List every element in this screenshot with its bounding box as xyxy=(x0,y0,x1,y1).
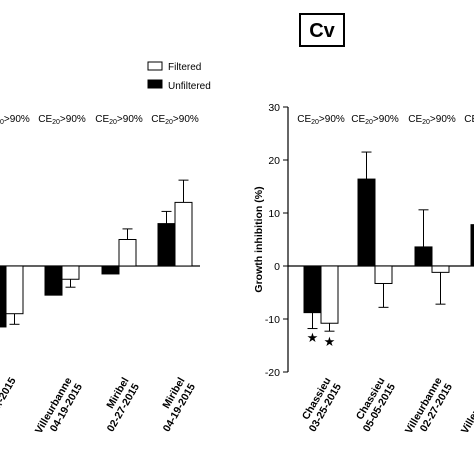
right-y-tick-label-3: 10 xyxy=(268,208,280,220)
right-annotation-0: CE20>90% xyxy=(297,114,345,126)
left-bar-filtered-1 xyxy=(61,265,80,280)
right-bar-unfiltered-0 xyxy=(303,265,322,314)
right-y-tick-label-4: 20 xyxy=(268,155,280,167)
left-bar-unfiltered-2 xyxy=(101,265,120,275)
left-bar-filtered-0 xyxy=(5,265,24,315)
left-annotation-0: CE20>90% xyxy=(0,114,30,126)
right-annotation-1: CE20>90% xyxy=(351,114,399,126)
panel-title-box: Cv xyxy=(299,13,345,47)
right-bar-filtered-1 xyxy=(374,265,393,284)
panel-title: Cv xyxy=(309,20,335,42)
right-panel-plot: -20 -10 0 10 20 30 Growth inhibition (%) CE20>9… xyxy=(253,102,474,436)
significance-star-0: ★ xyxy=(307,331,319,346)
left-category-label-0-line-0: …-2015 xyxy=(0,375,19,413)
left-bar-unfiltered-0 xyxy=(0,265,7,328)
legend-label-filtered: Filtered xyxy=(168,62,201,73)
right-bar-filtered-2 xyxy=(431,265,450,273)
right-category-label-3-line-0: Villeurbanne xyxy=(459,375,474,436)
legend-swatch-unfiltered xyxy=(147,79,163,89)
left-annotation-3: CE20>90% xyxy=(151,114,199,126)
right-bar-unfiltered-1 xyxy=(357,178,376,267)
right-y-tick-label-0: -20 xyxy=(265,367,280,379)
left-category-label-0: …-2015 xyxy=(0,375,19,413)
left-panel-plot: CE20>90% …-2015 CE20>90% Villeurbanne04-19-… xyxy=(0,114,200,436)
left-bar-filtered-3 xyxy=(174,201,193,267)
right-y-tick-label-5: 30 xyxy=(268,102,280,114)
left-bar-unfiltered-1 xyxy=(44,265,63,296)
right-bar-filtered-0 xyxy=(320,265,339,324)
right-y-tick-label-1: -10 xyxy=(265,314,280,326)
right-bar-unfiltered-2 xyxy=(414,246,433,267)
legend-swatch-filtered xyxy=(147,61,163,71)
right-y-axis-label: Growth inhibition (%) xyxy=(253,186,265,292)
right-annotation-3: CE20>90% xyxy=(464,114,474,126)
significance-star-1: ★ xyxy=(324,335,336,350)
left-annotation-2: CE20>90% xyxy=(95,114,143,126)
right-y-tick-label-2: 0 xyxy=(274,261,280,273)
legend: Filtered Unfiltered xyxy=(147,61,211,92)
left-bar-filtered-2 xyxy=(118,239,137,267)
right-category-label-3: Villeurbanne03-25-… xyxy=(459,375,474,436)
left-annotation-1: CE20>90% xyxy=(38,114,86,126)
left-bar-unfiltered-3 xyxy=(157,223,176,267)
right-annotation-2: CE20>90% xyxy=(408,114,456,126)
right-bar-unfiltered-3 xyxy=(470,224,474,267)
legend-label-unfiltered: Unfiltered xyxy=(168,81,211,92)
